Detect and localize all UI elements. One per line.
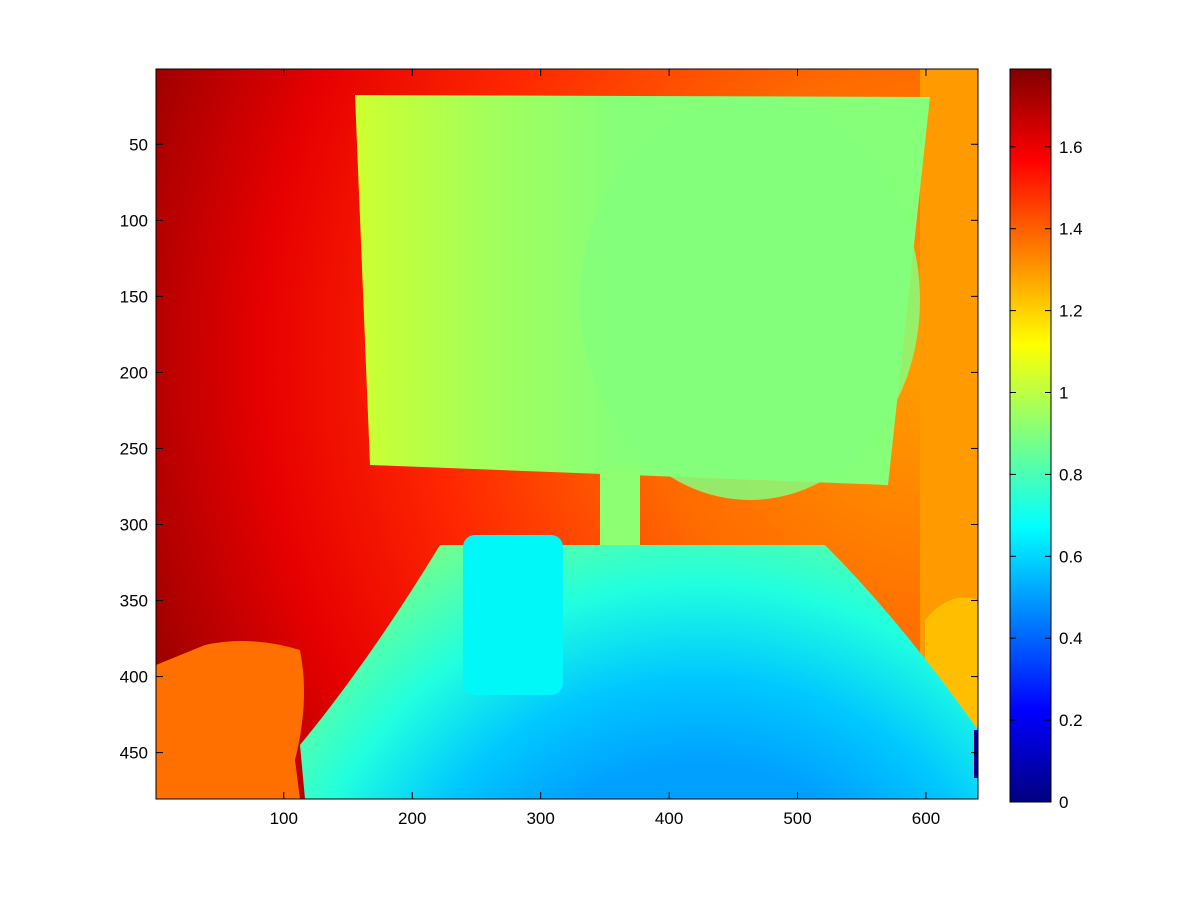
colorbar-tick-label: 0.8	[1059, 465, 1083, 484]
x-tick-label: 600	[912, 809, 940, 828]
x-tick-label: 200	[398, 809, 426, 828]
monitor-screen-center-region	[580, 100, 920, 500]
y-tick-label: 300	[120, 515, 148, 534]
colorbar-ticks: 0 0.2 0.4 0.6 0.8 1 1.2 1.4 1.6	[1010, 138, 1083, 812]
x-tick-label: 500	[783, 809, 811, 828]
colorbar-tick-label: 1.4	[1059, 220, 1083, 239]
colorbar	[1009, 68, 1052, 803]
colorbar-tick-label: 1	[1059, 384, 1068, 403]
colorbar-tick-label: 0.2	[1059, 711, 1083, 730]
y-tick-label: 250	[120, 439, 148, 458]
invalid-pixels-region	[974, 730, 978, 778]
colorbar-tick-label: 1.6	[1059, 138, 1083, 157]
depth-image	[156, 69, 978, 799]
monitor-stand-region	[600, 465, 640, 545]
y-tick-label: 150	[120, 287, 148, 306]
x-tick-label: 100	[270, 809, 298, 828]
y-tick-label: 400	[120, 668, 148, 687]
x-tick-label: 300	[526, 809, 554, 828]
y-tick-label: 350	[120, 592, 148, 611]
plot-frame	[155, 68, 979, 800]
y-tick-label: 450	[120, 744, 148, 763]
y-tick-label: 100	[120, 211, 148, 230]
colorbar-tick-label: 0.4	[1059, 629, 1083, 648]
lower-right-object-region	[925, 597, 978, 730]
x-axis-ticks: 100 200 300 400 500 600	[270, 69, 940, 828]
y-tick-label: 200	[120, 363, 148, 382]
lower-left-object-region	[156, 641, 304, 799]
colorbar-tick-label: 0	[1059, 793, 1068, 812]
cup-region	[463, 535, 563, 695]
colorbar-tick-label: 0.6	[1059, 547, 1083, 566]
x-tick-label: 400	[655, 809, 683, 828]
y-axis-ticks: 50 100 150 200 250 300 350 400 450	[120, 135, 978, 763]
y-tick-label: 50	[129, 135, 148, 154]
colorbar-tick-label: 1.2	[1059, 302, 1083, 321]
